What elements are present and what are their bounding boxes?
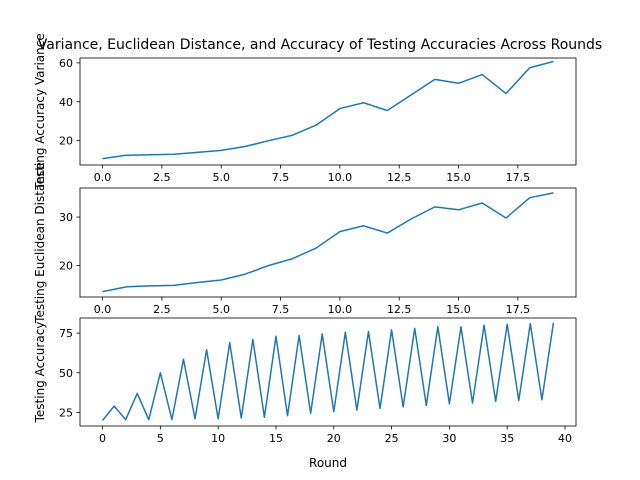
distance-x-tick-label: 10.0 [328,303,353,316]
accuracy-axes-frame [79,317,577,427]
accuracy-plot-area [79,317,577,427]
variance-plot-area [79,57,577,166]
figure-title: Variance, Euclidean Distance, and Accura… [38,37,602,53]
accuracy-x-tick-label: 5 [157,432,164,445]
distance-y-tick-label: 20 [59,260,73,273]
accuracy-x-axis-label: Round [309,456,347,470]
distance-x-tick-label: 17.5 [506,303,531,316]
variance-x-ticks: 0.0 2.5 5.0 7.5 10.0 12.5 15.0 17.5 [94,165,530,184]
variance-subplot: 0.0 2.5 5.0 7.5 10.0 12.5 15.0 17.5 20 40 60 Test… [33,33,577,191]
variance-y-axis-label: Testing Accuracy Variance [33,33,47,190]
distance-axes-frame [79,187,577,298]
distance-x-tick-label: 0.0 [94,303,112,316]
accuracy-y-tick-label: 50 [59,367,73,380]
distance-x-tick-label: 2.5 [153,303,171,316]
variance-x-tick-label: 15.0 [446,171,471,184]
accuracy-x-tick-label: 35 [500,432,514,445]
distance-series-line-0 [102,192,554,293]
accuracy-subplot: 0 5 10 15 20 25 30 35 40 25 50 75 Testing Accuracy… [33,317,577,470]
accuracy-x-ticks: 0 5 10 15 20 25 30 35 40 [99,426,572,445]
variance-x-tick-label: 0.0 [94,171,112,184]
distance-plot-area [79,187,577,298]
variance-y-tick-label: 60 [59,57,73,70]
distance-x-ticks: 0.0 2.5 5.0 7.5 10.0 12.5 15.0 17.5 [94,297,530,316]
accuracy-y-tick-label: 25 [59,407,73,420]
accuracy-series-line-0 [101,322,555,421]
accuracy-x-tick-label: 20 [327,432,341,445]
distance-y-tick-label: 30 [59,211,73,224]
accuracy-x-tick-label: 10 [211,432,225,445]
distance-x-tick-label: 12.5 [387,303,412,316]
variance-series-line-0 [102,60,554,160]
variance-y-tick-label: 40 [59,96,73,109]
variance-y-tick-label: 20 [59,135,73,148]
variance-axes-frame [79,57,577,166]
variance-x-tick-label: 2.5 [153,171,171,184]
variance-x-tick-label: 17.5 [506,171,531,184]
variance-x-tick-label: 12.5 [387,171,412,184]
variance-x-tick-label: 10.0 [328,171,353,184]
variance-x-tick-label: 5.0 [212,171,230,184]
distance-x-tick-label: 15.0 [446,303,471,316]
accuracy-x-tick-label: 30 [442,432,456,445]
distance-y-axis-label: Testing Euclidean Distance [33,162,47,324]
accuracy-x-tick-label: 25 [385,432,399,445]
accuracy-x-tick-label: 15 [269,432,283,445]
accuracy-y-tick-label: 75 [59,327,73,340]
accuracy-x-tick-label: 0 [99,432,106,445]
accuracy-y-axis-label: Testing Accuracy [33,322,47,424]
variance-x-tick-label: 7.5 [272,171,290,184]
variance-y-ticks: 20 40 60 [59,57,80,148]
accuracy-x-tick-label: 40 [558,432,572,445]
distance-x-tick-label: 5.0 [212,303,230,316]
distance-x-tick-label: 7.5 [272,303,290,316]
accuracy-y-ticks: 25 50 75 [59,327,80,420]
